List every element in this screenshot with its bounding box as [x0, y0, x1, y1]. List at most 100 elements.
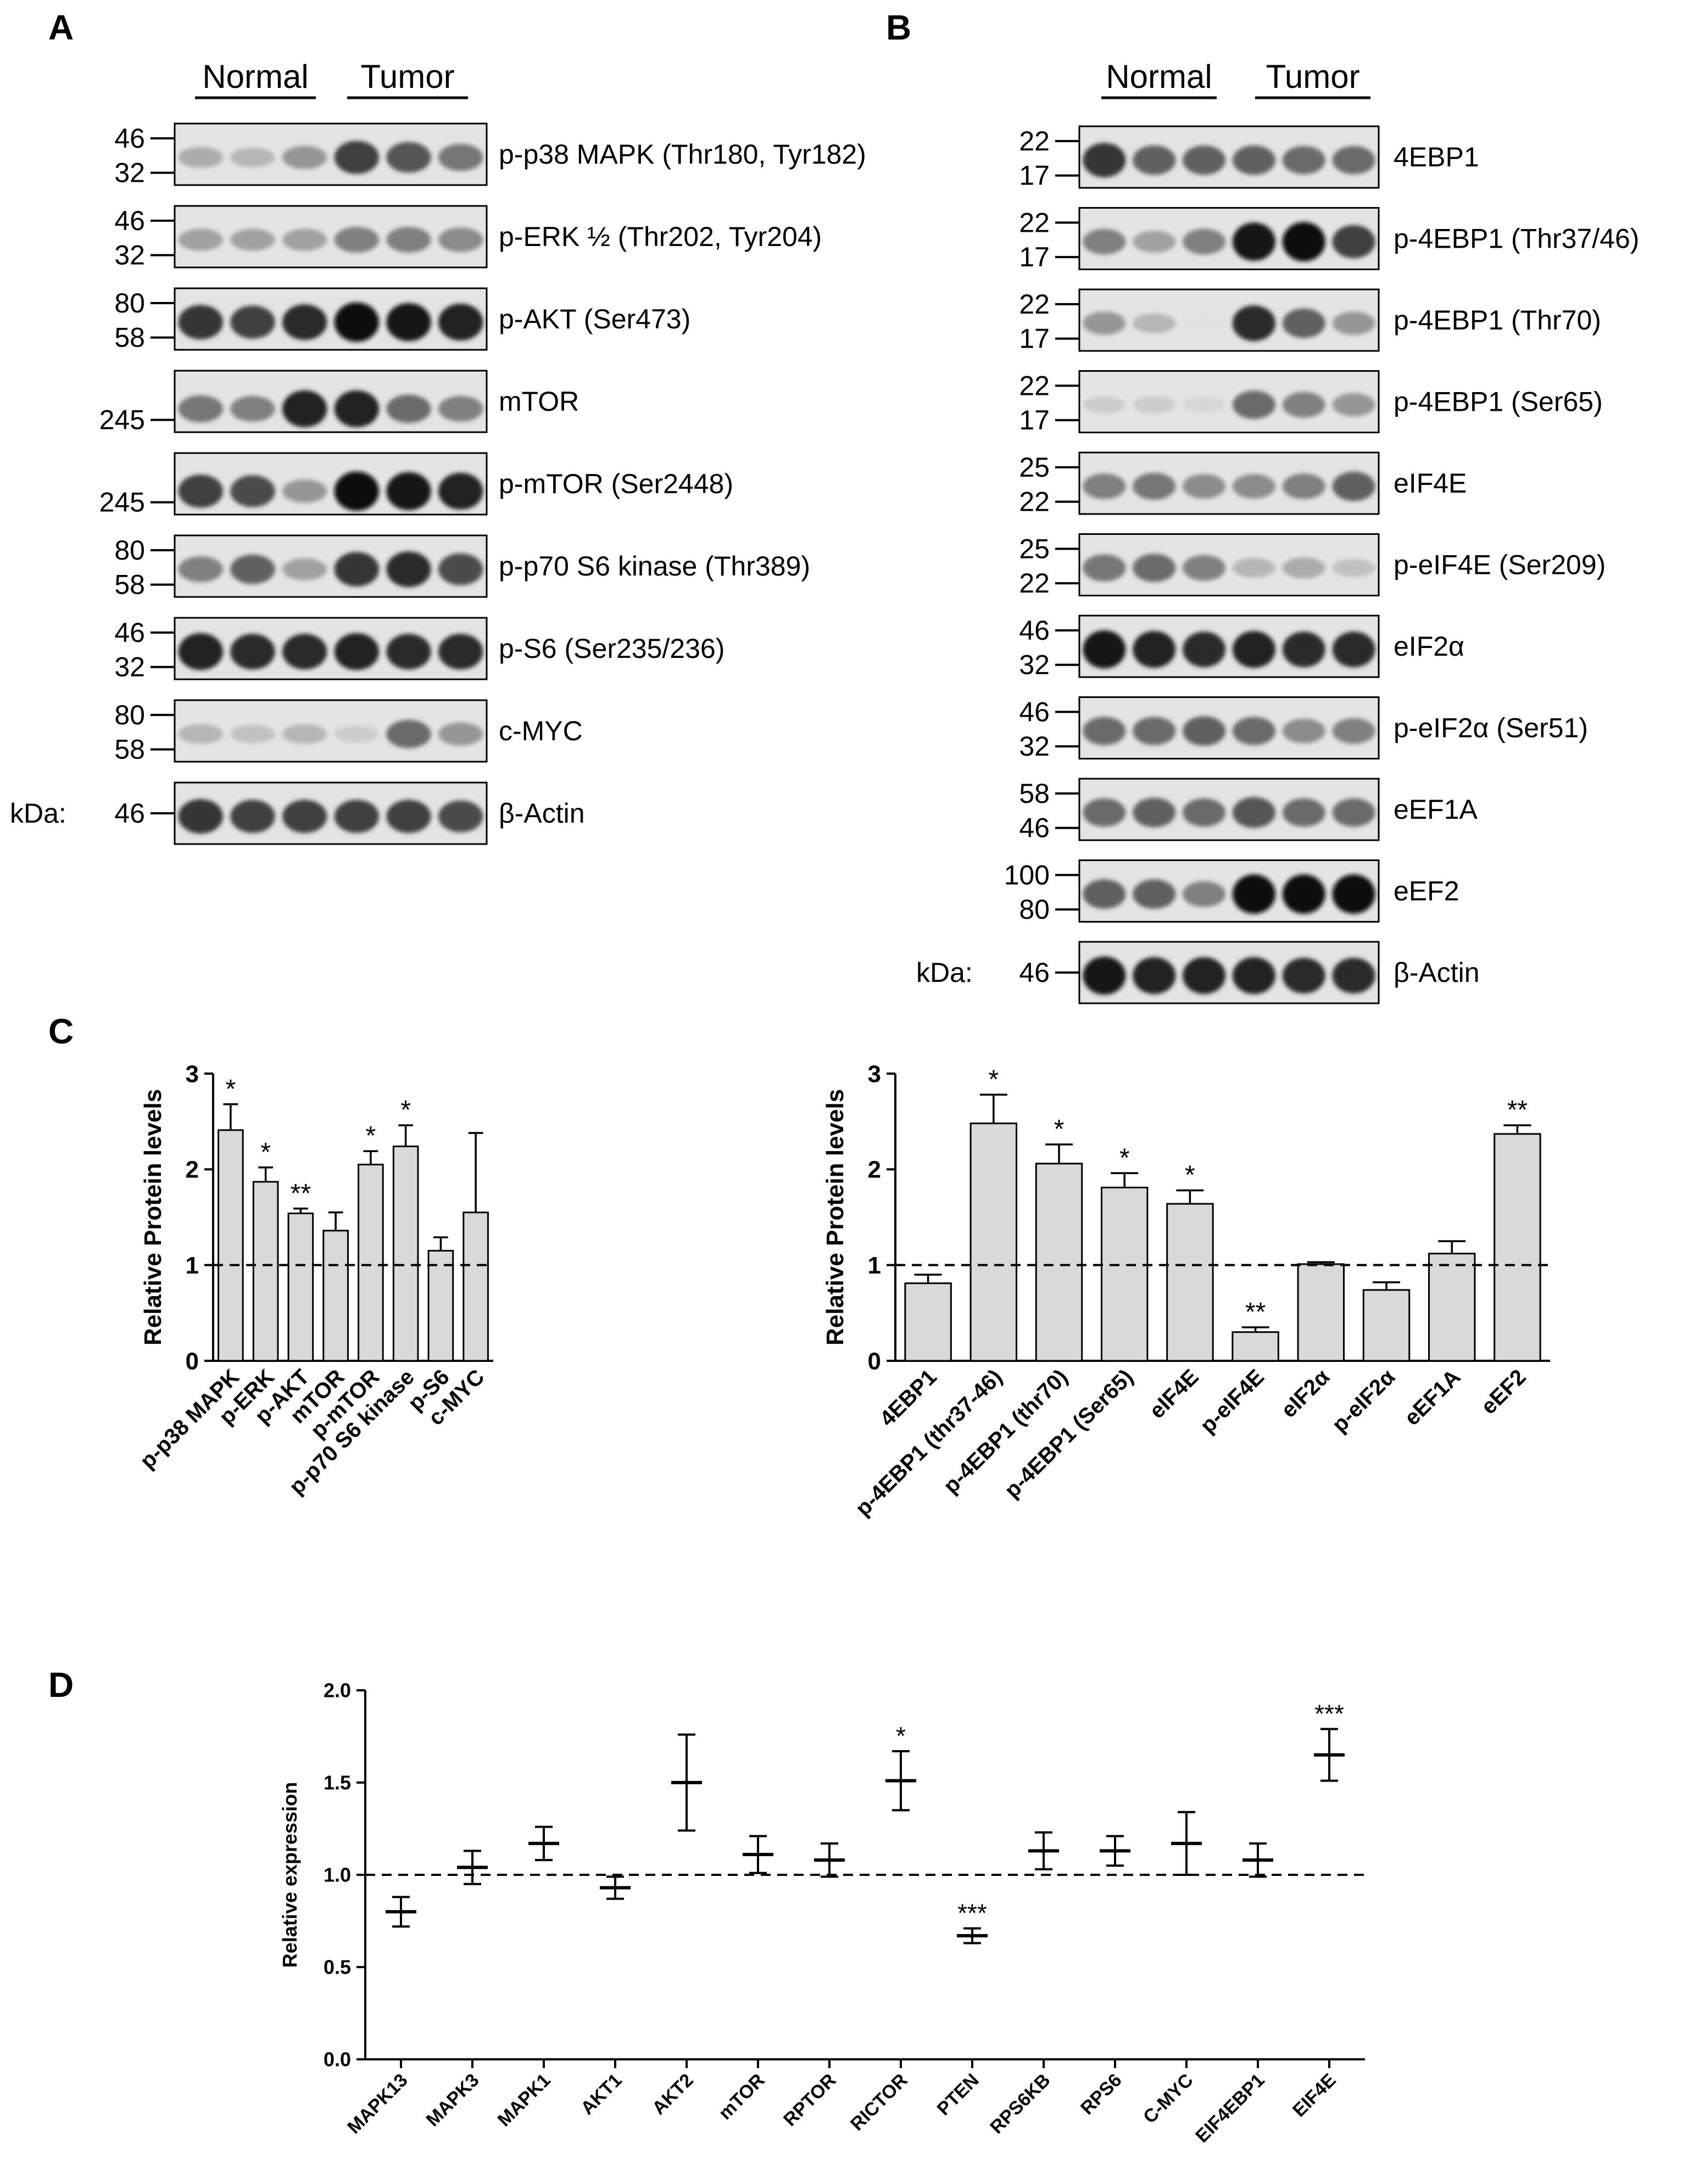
x-category-label: p-eIF2α: [1328, 1365, 1400, 1437]
bar: [358, 1164, 384, 1362]
x-category-label: 4EBP1: [875, 1365, 941, 1431]
blot-band: [1282, 473, 1325, 500]
panel-label-c: C: [48, 1012, 74, 1051]
blot-row: 25 22 eIF4E: [1019, 451, 1467, 517]
blot-label: p-4EBP1 (Thr70): [1394, 305, 1601, 336]
blot-band: [1282, 632, 1325, 668]
blot-band: [1232, 957, 1275, 995]
y-tick-label: 0: [186, 1348, 199, 1375]
mw-label: 22: [1019, 370, 1050, 401]
blot-band: [1232, 874, 1275, 914]
blot-row: 245 mTOR: [99, 370, 579, 435]
tumor-group-label: Tumor: [1266, 58, 1359, 95]
blot-band: [334, 302, 380, 342]
mw-label: 22: [1019, 207, 1050, 238]
blot-row: 46 32 p-p38 MAPK (Thr180, Tyr182): [114, 122, 866, 188]
blot-band: [282, 724, 327, 744]
blot-band: [386, 303, 431, 342]
mw-label: 245: [99, 405, 145, 435]
blot-band: [1232, 717, 1275, 745]
bar: [1035, 1163, 1083, 1362]
significance-marker: *: [1054, 1115, 1065, 1144]
blot-band: [230, 634, 275, 670]
blot-band: [282, 228, 327, 251]
y-axis-title: Relative Protein levels: [140, 1089, 166, 1345]
blot-row: 22 17 p-4EBP1 (Thr37/46): [1019, 207, 1639, 272]
blot-band: [1232, 222, 1275, 261]
blot-row: 25 22 p-eIF4E (Ser209): [1019, 533, 1606, 599]
blot-row: 80 58 c-MYC: [114, 699, 583, 765]
x-category-label: PTEN: [933, 2070, 983, 2120]
blot-strip: [1078, 207, 1380, 270]
blot-label: β-Actin: [1394, 957, 1480, 988]
blot-label: p-4EBP1 (Ser65): [1394, 387, 1603, 417]
blot-band: [386, 800, 431, 833]
x-category-label: eIF2α: [1277, 1365, 1334, 1422]
blot-band: [1133, 879, 1176, 909]
blot-band: [386, 227, 431, 253]
blot-band: [438, 304, 483, 341]
significance-marker: **: [1245, 1298, 1266, 1327]
x-category-label: RPS6KB: [986, 2070, 1054, 2138]
bar: [252, 1181, 279, 1362]
x-category-label: eEF2: [1476, 1365, 1531, 1419]
blot-band: [1083, 554, 1126, 582]
bar: [322, 1230, 349, 1362]
blot-band: [1232, 474, 1275, 499]
blot-band: [1133, 230, 1176, 253]
blot-row: 100 80 eEF2: [1004, 859, 1459, 925]
blot-label: eIF2α: [1394, 631, 1464, 662]
blot-label: c-MYC: [499, 716, 583, 746]
bar-chart-c-right: 0 1 2 3 Relative Protein levels 4EBP1 * p-4EBP1…: [822, 1060, 1550, 1521]
x-category-label: AKT2: [648, 2070, 698, 2119]
mw-label: 22: [1019, 487, 1050, 517]
bar: [1362, 1289, 1411, 1362]
blot-band: [334, 725, 380, 743]
x-category-label: MAPK1: [494, 2070, 555, 2131]
bar: [969, 1122, 1018, 1362]
kda-label: kDa:: [916, 957, 973, 988]
blot-band: [1133, 472, 1176, 500]
blot-band: [282, 304, 327, 340]
blot-band: [1183, 716, 1226, 746]
blot-band: [230, 228, 275, 251]
bar: [392, 1145, 419, 1362]
x-category-label: RPTOR: [779, 2070, 840, 2131]
x-category-label: MAPK13: [343, 2070, 411, 2138]
blot-row: 46 32 p-S6 (Ser235/236): [114, 617, 725, 683]
blot-band: [1232, 145, 1275, 175]
blot-band: [1332, 718, 1375, 744]
blot-label: p-eIF4E (Ser209): [1394, 550, 1606, 580]
blot-label: p-p70 S6 kinase (Thr389): [499, 551, 810, 582]
blot-band: [1083, 630, 1126, 669]
mw-label: 46: [1019, 696, 1050, 727]
blot-strip: [174, 781, 488, 845]
mw-label: 22: [1019, 126, 1050, 157]
blot-band: [230, 305, 275, 339]
blot-band: [1232, 390, 1275, 419]
blot-strip: [1078, 533, 1380, 596]
blot-band: [1282, 146, 1325, 175]
x-category-label: AKT1: [577, 2070, 626, 2119]
bar: [1166, 1203, 1214, 1362]
blot-band: [334, 800, 380, 833]
blot-label: p-ERK ½ (Thr202, Tyr204): [499, 221, 822, 252]
western-blot-panel-a: Normal Tumor 46 32 p-p38 MAPK (Thr180, Tyr18…: [10, 58, 866, 845]
blot-strip: [1078, 696, 1380, 759]
mw-label: 32: [114, 652, 145, 683]
blot-band: [1183, 316, 1226, 331]
blot-band: [1133, 631, 1176, 668]
blot-band: [1083, 717, 1126, 745]
blot-row: 46 32 p-eIF2α (Ser51): [1019, 696, 1588, 762]
blot-band: [1133, 717, 1176, 745]
blot-band: [1183, 396, 1226, 413]
blot-strip: [1078, 778, 1380, 841]
blot-band: [1183, 881, 1226, 907]
significance-marker: ***: [957, 1898, 987, 1927]
x-category-label: p-4EBP1 (Ser65): [1000, 1365, 1138, 1502]
blot-band: [386, 634, 431, 670]
blot-label: mTOR: [499, 386, 579, 417]
blot-band: [178, 799, 224, 834]
y-axis-title: Relative expression: [278, 1782, 301, 1968]
blot-strip: [174, 699, 488, 763]
